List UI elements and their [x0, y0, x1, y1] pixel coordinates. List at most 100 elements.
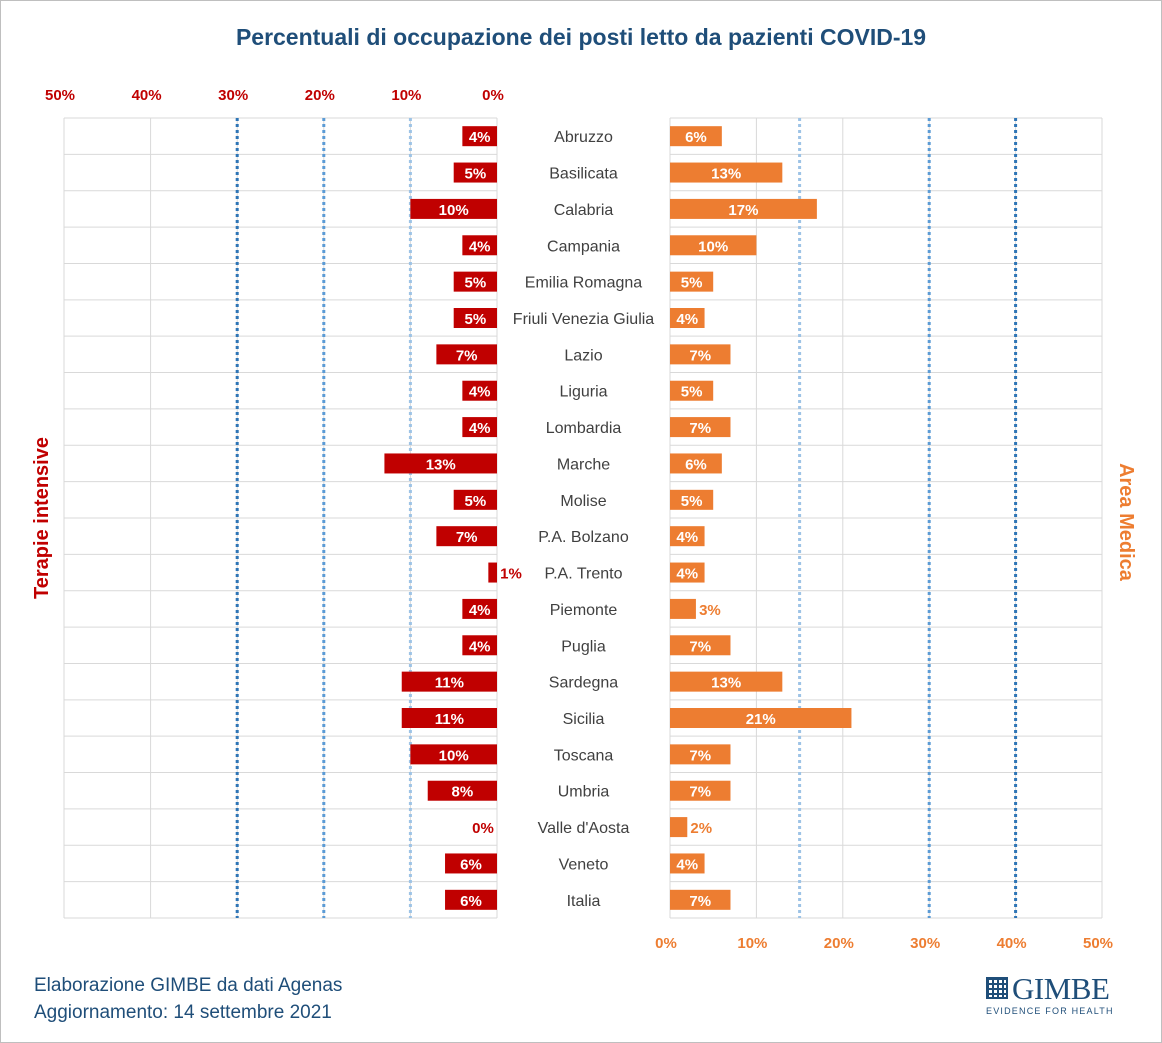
right-bar-label: 10%: [698, 238, 728, 255]
right-bar: [670, 562, 705, 583]
right-bar: [670, 344, 731, 365]
left-bar-label: 11%: [435, 711, 464, 728]
right-bar: [670, 853, 705, 874]
gimbe-mark-icon: [986, 977, 1008, 999]
left-bar-label: 7%: [456, 529, 478, 546]
region-label: Puglia: [561, 638, 606, 655]
right-bar-label: 7%: [689, 784, 711, 801]
left-bar-label: 10%: [439, 747, 469, 764]
left-bar-label: 4%: [469, 384, 491, 401]
right-bar: [670, 889, 731, 910]
right-bar: [670, 417, 731, 438]
region-label: Valle d'Aosta: [538, 820, 630, 837]
right-bar: [670, 489, 714, 510]
left-bar-label: 11%: [435, 675, 464, 692]
left-bar-label: 4%: [469, 638, 491, 655]
left-bar: [453, 271, 497, 292]
left-axis-tick: 0%: [482, 87, 504, 104]
right-bar: [670, 598, 696, 619]
left-bar: [462, 235, 497, 256]
right-bar-label: 7%: [689, 638, 711, 655]
left-bar-label: 7%: [456, 347, 478, 364]
region-label: Veneto: [559, 856, 609, 873]
left-bar: [401, 708, 497, 728]
right-bar-label: 21%: [746, 711, 776, 728]
region-label: Lazio: [564, 347, 602, 364]
chart-title: Percentuali di occupazione dei posti let…: [236, 24, 926, 50]
right-bar: [670, 708, 852, 728]
left-bar: [436, 526, 497, 547]
right-bar-label: 3%: [699, 602, 721, 619]
gimbe-logo-tagline: EVIDENCE FOR HEALTH: [986, 1006, 1114, 1016]
left-bar: [427, 780, 497, 801]
left-bar: [462, 126, 497, 147]
left-bar: [462, 635, 497, 656]
right-bar-label: 7%: [689, 347, 711, 364]
region-label: P.A. Bolzano: [538, 529, 629, 546]
left-bar: [436, 344, 497, 365]
left-bar: [410, 198, 497, 219]
right-bar-label: 4%: [676, 566, 698, 583]
left-bar: [453, 489, 497, 510]
right-bar-label: 4%: [676, 856, 698, 873]
region-label: Abruzzo: [554, 129, 613, 146]
left-bar-label: 4%: [469, 238, 491, 255]
region-label: Friuli Venezia Giulia: [513, 311, 655, 328]
left-axis-tick: 20%: [305, 87, 335, 104]
left-bar-label: 5%: [465, 275, 487, 292]
right-axis-tick: 0%: [655, 935, 677, 952]
region-label: Liguria: [559, 384, 607, 401]
left-axis-tick: 10%: [391, 87, 421, 104]
region-label: Emilia Romagna: [525, 275, 642, 292]
left-bar-label: 5%: [465, 166, 487, 183]
footer-source: Elaborazione GIMBE da dati Agenas: [34, 975, 343, 996]
right-bar: [670, 235, 757, 256]
right-bar: [670, 744, 731, 765]
right-bar: [670, 453, 722, 474]
left-bar-label: 8%: [452, 784, 474, 801]
right-bar-label: 6%: [685, 456, 707, 473]
left-bar-label: 10%: [439, 202, 469, 219]
right-bar: [670, 162, 783, 183]
left-bar: [453, 162, 497, 183]
left-bar-label: 6%: [460, 893, 482, 910]
region-label: Italia: [567, 893, 601, 910]
left-bar-label: 0%: [472, 820, 494, 837]
right-bar: [670, 380, 714, 401]
right-bar: [670, 671, 783, 692]
footer: Elaborazione GIMBE da dati Agenas Aggior…: [34, 972, 342, 1026]
right-bar: [670, 198, 817, 219]
right-bar-label: 13%: [711, 675, 741, 692]
footer-update: Aggiornamento: 14 settembre 2021: [34, 1002, 332, 1023]
region-label: Campania: [547, 238, 620, 255]
left-bar-label: 5%: [465, 493, 487, 510]
right-axis-tick: 10%: [737, 935, 767, 952]
region-label: P.A. Trento: [545, 566, 623, 583]
right-bar: [670, 780, 731, 801]
right-bar: [670, 817, 688, 838]
right-bar-label: 13%: [711, 166, 741, 183]
left-bar: [488, 562, 497, 583]
right-bar-label: 5%: [681, 275, 703, 292]
left-bar: [462, 380, 497, 401]
left-bar-label: 1%: [500, 566, 522, 583]
right-bar-label: 17%: [728, 202, 758, 219]
left-bar-label: 6%: [460, 856, 482, 873]
right-bar-label: 4%: [676, 311, 698, 328]
left-bar: [410, 744, 497, 765]
right-bar-label: 5%: [681, 493, 703, 510]
left-bar: [384, 453, 497, 474]
left-bar-label: 5%: [465, 311, 487, 328]
right-axis-tick: 50%: [1083, 935, 1113, 952]
left-series-label: Terapie intensive: [31, 437, 53, 599]
region-label: Calabria: [554, 202, 614, 219]
region-label: Toscana: [554, 747, 614, 764]
right-axis-tick: 20%: [824, 935, 854, 952]
left-axis-tick: 50%: [45, 87, 75, 104]
right-bar-label: 2%: [690, 820, 712, 837]
left-bar-label: 4%: [469, 420, 491, 437]
left-bar: [401, 671, 497, 692]
left-bar: [462, 417, 497, 438]
left-bar: [445, 853, 497, 874]
